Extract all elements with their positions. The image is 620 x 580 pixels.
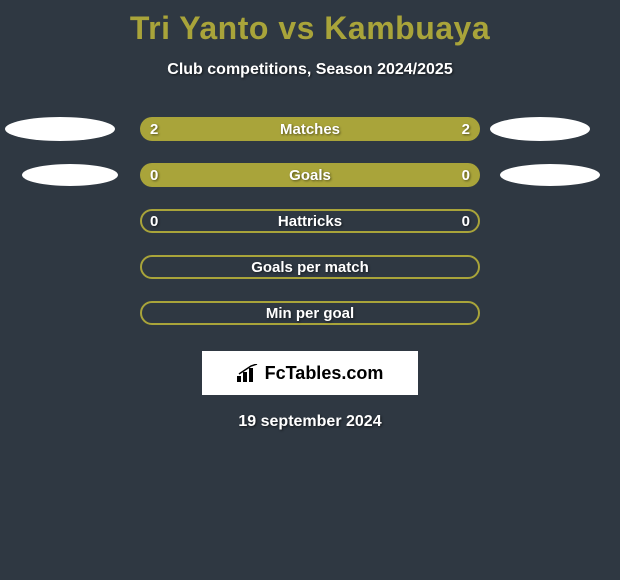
stat-label: Goals xyxy=(289,167,331,184)
player2-ellipse xyxy=(490,117,590,141)
player1-ellipse xyxy=(5,117,115,141)
stat-pill: Matches xyxy=(140,117,480,141)
stat-value-right: 2 xyxy=(462,117,470,141)
vs-label: vs xyxy=(278,10,315,46)
stat-value-right: 0 xyxy=(462,163,470,187)
stat-label: Min per goal xyxy=(266,305,354,322)
player2-ellipse xyxy=(500,164,600,186)
stat-row: Goals per match xyxy=(0,255,620,279)
bar-chart-icon xyxy=(237,364,259,382)
brand-text: FcTables.com xyxy=(265,363,384,384)
player2-name: Kambuaya xyxy=(324,10,490,46)
stat-pill: Goals xyxy=(140,163,480,187)
stats-rows: Matches 2 2 Goals 0 0 Hattricks 0 0 Goals per mat… xyxy=(0,117,620,325)
stat-label: Goals per match xyxy=(251,259,369,276)
date-label: 19 september 2024 xyxy=(0,413,620,431)
stat-row: Matches 2 2 xyxy=(0,117,620,141)
page-title: Tri Yanto vs Kambuaya xyxy=(0,0,620,47)
player1-ellipse xyxy=(22,164,118,186)
stat-value-left: 0 xyxy=(150,163,158,187)
stat-pill: Min per goal xyxy=(140,301,480,325)
stat-pill: Goals per match xyxy=(140,255,480,279)
subtitle: Club competitions, Season 2024/2025 xyxy=(0,61,620,79)
stat-value-left: 0 xyxy=(150,209,158,233)
brand-box: FcTables.com xyxy=(202,351,418,395)
stat-label: Hattricks xyxy=(278,213,342,230)
stat-row: Goals 0 0 xyxy=(0,163,620,187)
stat-pill: Hattricks xyxy=(140,209,480,233)
comparison-canvas: Tri Yanto vs Kambuaya Club competitions,… xyxy=(0,0,620,580)
stat-value-right: 0 xyxy=(462,209,470,233)
stat-label: Matches xyxy=(280,121,340,138)
player1-name: Tri Yanto xyxy=(130,10,269,46)
stat-row: Min per goal xyxy=(0,301,620,325)
stat-value-left: 2 xyxy=(150,117,158,141)
stat-row: Hattricks 0 0 xyxy=(0,209,620,233)
